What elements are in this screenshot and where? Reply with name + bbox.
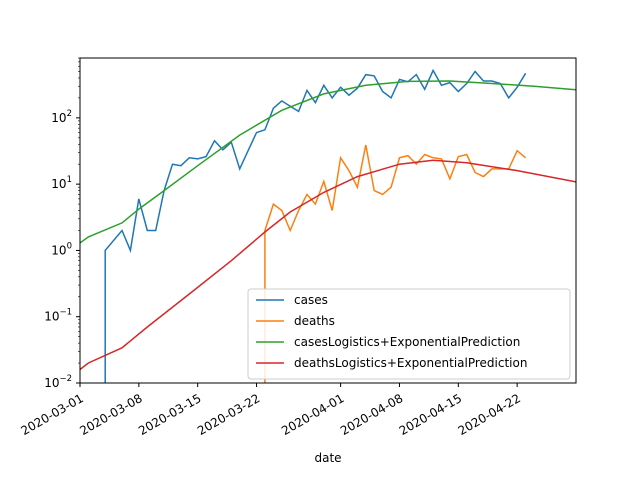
x-tick-label-6: 2020-04-15 <box>397 391 464 438</box>
x-tick-label-2: 2020-03-15 <box>136 391 203 438</box>
x-tick-label-7: 2020-04-22 <box>456 391 523 438</box>
series-layer <box>80 68 576 383</box>
y-axis: 10−2 10−1 100 101 102 <box>44 57 80 390</box>
y-tick-label-3: 101 <box>51 175 72 191</box>
y-tick-label-0: 10−2 <box>44 374 72 390</box>
y-tick-label-2: 100 <box>51 241 72 257</box>
x-tick-label-5: 2020-04-08 <box>338 391 405 438</box>
legend-box <box>247 288 571 380</box>
x-axis: 2020-03-012020-03-082020-03-152020-03-22… <box>18 383 523 438</box>
x-tick-label-3: 2020-03-22 <box>195 391 262 438</box>
legend: cases deaths casesLogistics+ExponentialPre… <box>247 288 571 380</box>
legend-label-0: cases <box>294 293 328 307</box>
legend-label-1: deaths <box>294 314 335 328</box>
series-line-2 <box>80 80 576 244</box>
y-tick-label-4: 102 <box>51 109 72 125</box>
x-tick-label-1: 2020-03-08 <box>77 391 144 438</box>
legend-label-2: casesLogistics+ExponentialPrediction <box>294 335 520 349</box>
x-tick-label-4: 2020-04-01 <box>279 391 346 438</box>
y-tick-label-1: 10−1 <box>44 308 72 324</box>
series-line-3 <box>80 159 576 371</box>
plot-frame <box>79 57 577 384</box>
series-line-0 <box>104 68 527 383</box>
x-tick-label-0: 2020-03-01 <box>18 391 85 438</box>
legend-label-3: deathsLogistics+ExponentialPrediction <box>294 356 527 370</box>
x-axis-label: date <box>314 451 341 465</box>
